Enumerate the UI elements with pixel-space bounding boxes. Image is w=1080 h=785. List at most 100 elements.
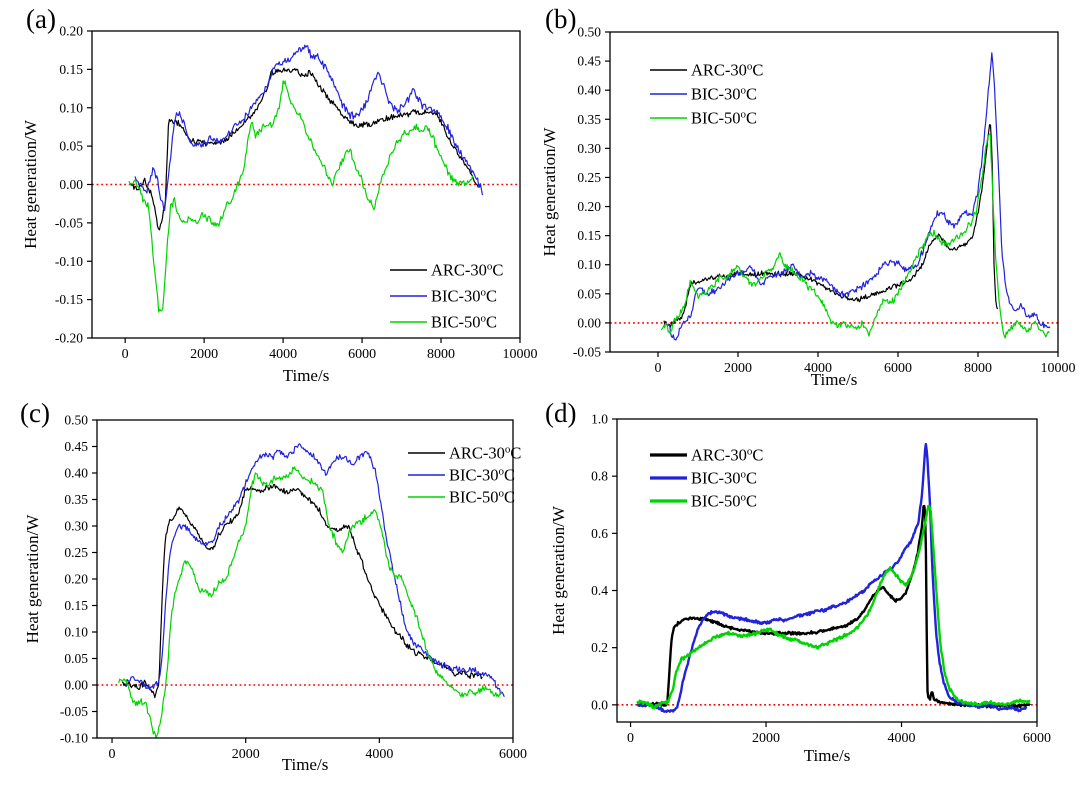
y-tick-label: 0.45 bbox=[64, 439, 88, 454]
x-tick-label: 0 bbox=[122, 347, 129, 362]
legend-label-BIC-50: BIC-50oC bbox=[691, 109, 757, 128]
legend-label-BIC-50: BIC-50oC bbox=[449, 488, 515, 507]
subplot-c: 0 2000 4000 6000 0.50 0.45 0.40 0.35 0.30 0.25 0.2… bbox=[0, 390, 540, 785]
y-tick-label: 0.20 bbox=[577, 199, 601, 214]
y-tick-label: 0.05 bbox=[64, 651, 88, 666]
x-tick-label: 2000 bbox=[724, 361, 752, 376]
x-axis-label: Time/s bbox=[283, 366, 330, 385]
legend-label-BIC-50: BIC-50oC bbox=[691, 492, 757, 511]
x-tick-label: 2000 bbox=[190, 347, 218, 362]
series-line-BIC-30 bbox=[636, 442, 1028, 713]
y-tick-label: 0.2 bbox=[591, 640, 608, 655]
y-tick-label: 0.8 bbox=[591, 469, 608, 484]
series-line-BIC-30 bbox=[134, 44, 484, 211]
x-tick-label: 2000 bbox=[752, 731, 780, 746]
x-tick-label: 4000 bbox=[804, 361, 832, 376]
y-tick-label: 0.0 bbox=[591, 697, 608, 712]
y-axis-label: Heat generation/W bbox=[549, 505, 568, 635]
y-tick-label: -0.20 bbox=[55, 331, 83, 346]
y-tick-label: -0.05 bbox=[55, 215, 83, 230]
y-axis-label: Heat generation/W bbox=[23, 514, 42, 644]
x-axis-label: Time/s bbox=[811, 370, 858, 389]
series-line-BIC-50 bbox=[636, 504, 1031, 710]
y-tick-label: 0.45 bbox=[577, 54, 601, 69]
x-tick-label: 4000 bbox=[269, 347, 297, 362]
x-tick-label: 6000 bbox=[884, 361, 912, 376]
y-tick-label: 0.6 bbox=[591, 526, 608, 541]
series-line-BIC-30 bbox=[667, 52, 1051, 341]
y-tick-label: 0.25 bbox=[64, 545, 88, 560]
chart-(b): 0 2000 4000 6000 8000 10000 0.50 0.45 0.40 0.35 0.… bbox=[540, 4, 1076, 389]
x-tick-label: 0 bbox=[627, 731, 634, 746]
legend-label-BIC-30: BIC-30oC bbox=[691, 85, 757, 104]
subplot-b: 0 2000 4000 6000 8000 10000 0.50 0.45 0.40 0.35 0.… bbox=[540, 0, 1080, 390]
x-tick-label: 10000 bbox=[1041, 361, 1076, 376]
series-line-BIC-50 bbox=[128, 80, 474, 313]
y-tick-label: 0.10 bbox=[64, 625, 88, 640]
y-tick-label: 0.15 bbox=[577, 228, 601, 243]
y-tick-label: 0.15 bbox=[59, 62, 83, 77]
panel-label: (d) bbox=[545, 398, 576, 428]
y-tick-label: 0.35 bbox=[64, 492, 88, 507]
y-tick-label: 0.40 bbox=[64, 466, 88, 481]
axes-box bbox=[616, 418, 1038, 723]
y-tick-label: 0.50 bbox=[64, 413, 88, 428]
y-tick-label: 1.0 bbox=[591, 412, 608, 427]
panel-label: (a) bbox=[26, 4, 56, 34]
y-tick-label: 0.35 bbox=[577, 112, 601, 127]
panel-label: (b) bbox=[545, 4, 576, 34]
y-tick-label: 0.4 bbox=[591, 583, 608, 598]
series-line-ARC-30 bbox=[663, 124, 999, 328]
y-tick-label: 0.05 bbox=[59, 139, 83, 154]
y-tick-label: -0.10 bbox=[55, 254, 83, 269]
y-tick-label: 0.30 bbox=[64, 519, 88, 534]
x-tick-label: 6000 bbox=[348, 347, 376, 362]
y-axis-label: Heat generation/W bbox=[540, 127, 559, 257]
y-tick-label: -0.05 bbox=[573, 345, 601, 360]
y-tick-label: 0.20 bbox=[64, 572, 88, 587]
y-tick-label: 0.30 bbox=[577, 141, 601, 156]
y-tick-label: 0.10 bbox=[59, 100, 83, 115]
x-tick-label: 0 bbox=[655, 361, 662, 376]
y-tick-label: -0.15 bbox=[55, 292, 83, 307]
x-tick-label: 0 bbox=[109, 747, 116, 762]
legend-label-ARC-30: ARC-30oC bbox=[449, 444, 521, 463]
axes-box bbox=[609, 31, 1059, 353]
y-tick-label: 0.05 bbox=[577, 286, 601, 301]
x-tick-label: 6000 bbox=[499, 747, 527, 762]
x-tick-label: 2000 bbox=[232, 747, 260, 762]
y-axis-label: Heat generation/W bbox=[21, 119, 40, 249]
subplot-d: 0 2000 4000 6000 1.0 0.8 0.6 0.4 0.2 0.0 Time/s Hea… bbox=[540, 390, 1080, 785]
x-tick-label: 4000 bbox=[365, 747, 393, 762]
legend-label-BIC-30: BIC-30oC bbox=[449, 466, 515, 485]
x-tick-label: 8000 bbox=[964, 361, 992, 376]
y-tick-label: 0.50 bbox=[577, 25, 601, 40]
y-tick-label: 0.00 bbox=[59, 177, 83, 192]
chart-(a): 0 2000 4000 6000 8000 10000 0.20 0.15 0.10 0.05 0.… bbox=[21, 4, 538, 385]
y-tick-label: -0.05 bbox=[60, 704, 88, 719]
series-line-BIC-30 bbox=[124, 443, 505, 698]
series-line-BIC-50 bbox=[118, 466, 503, 738]
panel-label: (c) bbox=[20, 398, 50, 428]
legend-label-ARC-30: ARC-30oC bbox=[691, 61, 763, 80]
y-tick-label: 0.20 bbox=[59, 24, 83, 39]
y-tick-label: 0.00 bbox=[64, 678, 88, 693]
y-tick-label: -0.10 bbox=[60, 731, 88, 746]
legend-label-ARC-30: ARC-30oC bbox=[691, 446, 763, 465]
x-tick-label: 6000 bbox=[1023, 731, 1051, 746]
legend-label-BIC-50: BIC-50oC bbox=[431, 313, 497, 332]
x-tick-label: 4000 bbox=[888, 731, 916, 746]
x-axis-label: Time/s bbox=[804, 746, 851, 765]
legend-label-BIC-30: BIC-30oC bbox=[691, 469, 757, 488]
subplot-a: 0 2000 4000 6000 8000 10000 0.20 0.15 0.10 0.05 0.… bbox=[0, 0, 540, 390]
y-tick-label: 0.15 bbox=[64, 598, 88, 613]
chart-(d): 0 2000 4000 6000 1.0 0.8 0.6 0.4 0.2 0.0 Time/s Hea… bbox=[545, 398, 1051, 765]
x-axis-label: Time/s bbox=[282, 755, 329, 774]
y-tick-label: 0.25 bbox=[577, 170, 601, 185]
x-tick-label: 10000 bbox=[503, 347, 538, 362]
y-tick-label: 0.10 bbox=[577, 257, 601, 272]
series-line-BIC-50 bbox=[660, 133, 1050, 339]
chart-(c): 0 2000 4000 6000 0.50 0.45 0.40 0.35 0.30 0.25 0.2… bbox=[20, 398, 527, 774]
y-tick-label: 0.00 bbox=[577, 315, 601, 330]
